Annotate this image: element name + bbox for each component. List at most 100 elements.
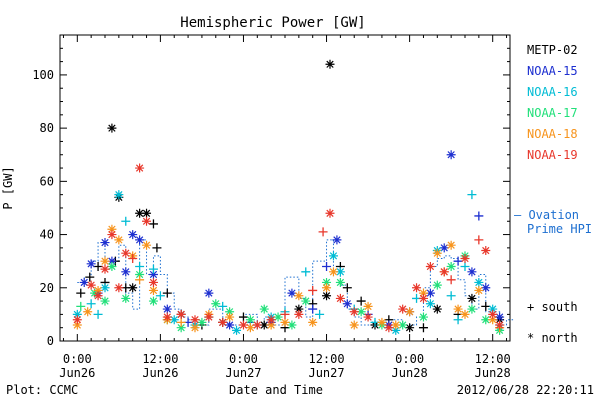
noaa-18-north-point — [114, 235, 124, 245]
legend-south-symbol: + south — [527, 300, 578, 314]
metp-02-south-point — [152, 243, 162, 253]
noaa-16-north-point — [488, 304, 498, 314]
y-tick-label: 40 — [40, 228, 54, 242]
noaa-16-north-point — [114, 190, 124, 200]
noaa-16-south-point — [148, 264, 158, 274]
metp-02-north-point — [322, 291, 332, 301]
noaa-16-south-point — [86, 299, 96, 309]
noaa-16-south-point — [453, 315, 463, 325]
noaa-18-north-point — [308, 317, 318, 327]
noaa-19-north-point — [460, 254, 470, 264]
noaa-17-north-point — [259, 304, 269, 314]
metp-02-south-point — [418, 323, 428, 333]
noaa-17-north-point — [287, 320, 297, 330]
axes-layer: 0204060801000:00Jun2612:00Jun260:00Jun27… — [32, 35, 511, 380]
noaa-19-north-point — [190, 315, 200, 325]
noaa-18-north-point — [328, 267, 338, 277]
noaa-15-south-point — [322, 261, 332, 271]
metp-02-north-point — [107, 123, 117, 133]
noaa-19-north-point — [384, 323, 394, 333]
x-axis-label: Date and Time — [229, 383, 323, 397]
noaa-16-south-point — [218, 301, 228, 311]
noaa-19-north-point — [425, 261, 435, 271]
noaa-17-north-point — [225, 307, 235, 317]
noaa-16-south-point — [301, 267, 311, 277]
noaa-17-north-point — [211, 299, 221, 309]
noaa-15-north-point — [148, 269, 158, 279]
noaa-16-south-point — [467, 190, 477, 200]
noaa-19-north-point — [93, 291, 103, 301]
noaa-19-north-point — [418, 293, 428, 303]
noaa-15-north-point — [100, 238, 110, 248]
noaa-19-north-point — [107, 230, 117, 240]
noaa-19-north-point — [86, 280, 96, 290]
noaa-18-north-point — [432, 248, 442, 258]
x-tick-time-label: 12:00 — [142, 352, 178, 366]
noaa-17-north-point — [335, 277, 345, 287]
noaa-16-north-point — [391, 325, 401, 335]
noaa-17-north-point — [322, 277, 332, 287]
noaa-19-north-point — [121, 248, 131, 258]
data-points-layer — [72, 59, 505, 335]
noaa-18-north-point — [418, 288, 428, 298]
noaa-19-north-point — [114, 283, 124, 293]
noaa-15-north-point — [332, 235, 342, 245]
plot-frame — [59, 34, 511, 342]
noaa-18-north-point — [280, 317, 290, 327]
noaa-18-north-point — [72, 320, 82, 330]
metp-02-north-point — [142, 208, 152, 218]
ovation-prime-line — [77, 239, 514, 326]
noaa-18-south-point — [176, 317, 186, 327]
noaa-19-south-point — [308, 285, 318, 295]
legend-item: NOAA-19 — [527, 148, 578, 162]
noaa-19-north-point — [148, 277, 158, 287]
noaa-15-north-point — [135, 235, 145, 245]
y-axis-label: P [GW] — [1, 166, 15, 209]
noaa-17-north-point — [301, 296, 311, 306]
noaa-17-north-point — [176, 323, 186, 333]
noaa-19-north-point — [488, 309, 498, 319]
noaa-18-north-point — [93, 285, 103, 295]
y-tick-label: 80 — [40, 121, 54, 135]
noaa-18-north-point — [148, 285, 158, 295]
noaa-17-north-point — [121, 293, 131, 303]
noaa-16-south-point — [135, 261, 145, 271]
noaa-15-north-point — [467, 267, 477, 277]
ovation-prime-line-layer — [77, 239, 514, 326]
noaa-16-north-point — [169, 315, 179, 325]
noaa-16-south-point — [315, 309, 325, 319]
noaa-15-north-point — [128, 230, 138, 240]
noaa-15-north-point — [425, 288, 435, 298]
noaa-19-north-point — [266, 315, 276, 325]
legend-ovation-label-line2: Prime HPI — [527, 222, 592, 236]
x-tick-time-label: 12:00 — [475, 352, 511, 366]
metp-02-south-point — [342, 283, 352, 293]
noaa-17-north-point — [197, 317, 207, 327]
chart-title: Hemispheric Power [GW] — [180, 15, 365, 31]
noaa-19-north-point — [176, 309, 186, 319]
noaa-17-north-point — [481, 315, 491, 325]
x-tick-time-label: 12:00 — [308, 352, 344, 366]
x-tick-time-label: 0:00 — [229, 352, 258, 366]
y-tick-label: 0 — [47, 334, 54, 348]
noaa-15-south-point — [453, 256, 463, 266]
noaa-19-north-point — [204, 312, 214, 322]
noaa-18-north-point — [225, 312, 235, 322]
noaa-19-south-point — [446, 275, 456, 285]
noaa-18-north-point — [391, 320, 401, 330]
noaa-15-north-point — [162, 304, 172, 314]
noaa-17-north-point — [446, 261, 456, 271]
noaa-19-north-point — [495, 320, 505, 330]
noaa-19-north-point — [100, 264, 110, 274]
noaa-16-south-point — [155, 291, 165, 301]
noaa-18-north-point — [453, 304, 463, 314]
metp-02-south-point — [85, 272, 95, 282]
noaa-19-north-point — [135, 163, 145, 173]
metp-02-south-point — [76, 288, 86, 298]
x-tick-date-label: Jun28 — [475, 366, 511, 380]
noaa-17-north-point — [245, 315, 255, 325]
noaa-19-north-point — [218, 317, 228, 327]
noaa-15-north-point — [86, 259, 96, 269]
x-tick-date-label: Jun28 — [392, 366, 428, 380]
